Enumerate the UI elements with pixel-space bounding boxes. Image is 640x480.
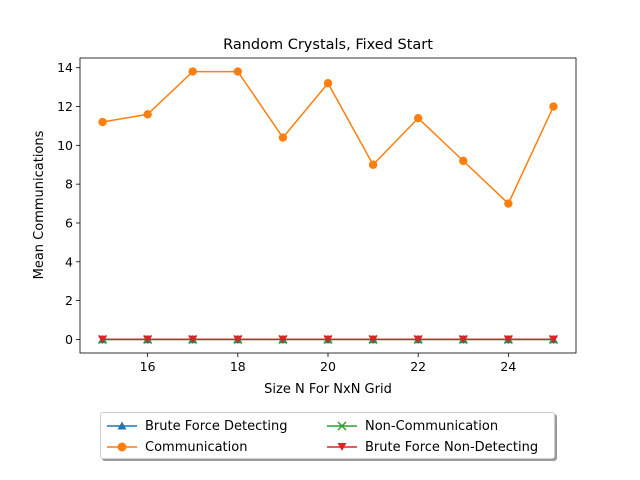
data-point-brute-force-non-detecting: [458, 335, 468, 344]
chart-title: Random Crystals, Fixed Start: [223, 37, 433, 53]
legend-marker-x: [327, 421, 357, 431]
data-point-communication: [143, 110, 152, 119]
data-point-communication: [323, 79, 333, 88]
legend-item-non-communication: Non-Communication: [327, 416, 498, 436]
data-point-brute-force-non-detecting: [368, 335, 378, 344]
y-tick-label: 6: [65, 215, 73, 230]
data-point-brute-force-non-detecting: [98, 335, 108, 344]
data-point-brute-force-non-detecting: [503, 335, 513, 344]
legend-label: Brute Force Non-Detecting: [365, 439, 539, 455]
data-point-brute-force-non-detecting: [143, 335, 153, 344]
x-tick-label: 20: [320, 359, 336, 374]
legend-marker-triangle-up: [107, 421, 137, 430]
data-point-brute-force-non-detecting: [278, 335, 288, 344]
legend-marker-circle: [107, 442, 137, 452]
data-point-communication: [459, 156, 468, 166]
data-point-brute-force-non-detecting: [233, 335, 243, 344]
data-point-communication: [504, 199, 513, 208]
data-point-brute-force-non-detecting: [323, 335, 333, 344]
y-tick-label: 8: [65, 177, 73, 192]
y-tick-label: 12: [57, 99, 73, 114]
y-tick-label: 2: [65, 293, 73, 308]
series-line-communication: [102, 70, 555, 205]
x-tick-label: 16: [140, 359, 156, 374]
plot-frame: [79, 57, 577, 354]
data-point-communication: [233, 67, 243, 76]
legend-item-communication: Communication: [107, 437, 247, 457]
y-tick-label: 0: [65, 332, 73, 347]
y-tick-label: 14: [57, 60, 73, 75]
y-tick-label: 4: [65, 254, 73, 269]
legend: Brute Force Detecting Communication Non-…: [100, 412, 555, 459]
legend-label: Brute Force Detecting: [145, 418, 288, 434]
x-axis-label: Size N For NxN Grid: [264, 382, 392, 397]
legend-marker-triangle-down: [327, 443, 357, 451]
y-tick-label: 10: [57, 138, 73, 153]
legend-label: Communication: [145, 439, 248, 455]
data-point-communication: [368, 160, 378, 169]
x-tick-label: 24: [500, 359, 516, 374]
data-point-brute-force-non-detecting: [188, 335, 198, 344]
legend-label: Non-Communication: [365, 418, 499, 434]
data-point-communication: [278, 133, 288, 142]
data-point-communication: [98, 117, 107, 127]
x-tick-label: 18: [230, 359, 246, 374]
data-point-communication: [188, 67, 197, 76]
data-point-communication: [413, 113, 423, 123]
data-point-communication: [549, 102, 558, 111]
data-point-brute-force-non-detecting: [548, 335, 558, 344]
y-axis-label: Mean Communications: [32, 130, 47, 279]
legend-item-brute-force-detecting: Brute Force Detecting: [107, 416, 288, 436]
x-tick-label: 22: [410, 359, 426, 374]
legend-item-brute-force-non-detecting: Brute Force Non-Detecting: [327, 437, 538, 457]
data-point-brute-force-non-detecting: [413, 335, 423, 344]
